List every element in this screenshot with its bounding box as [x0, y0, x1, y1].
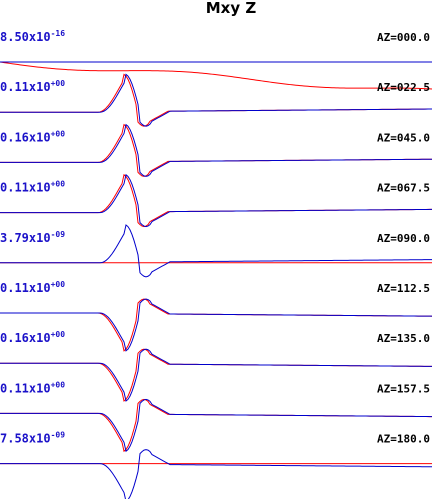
trace-4-azimuth-label: AZ=090.0 [377, 232, 430, 245]
trace-2-amplitude-label: 0.16x10+00 [0, 129, 65, 144]
trace-2-blue-line [0, 123, 433, 177]
trace-4-blue-line [0, 224, 433, 278]
trace-5-azimuth-label: AZ=112.5 [377, 282, 430, 295]
trace-3-amplitude-label: 0.11x10+00 [0, 180, 65, 195]
trace-6-amplitude-label: 0.16x10+00 [0, 330, 65, 345]
trace-8-blue-line [0, 449, 433, 499]
trace-0-red-line [0, 61, 433, 90]
trace-7-amplitude-label: 0.11x10+00 [0, 380, 65, 395]
trace-0-amplitude-label: 8.50x10-16 [0, 29, 65, 44]
trace-4-amplitude-label: 3.79x10-09 [0, 230, 65, 245]
trace-2-azimuth-label: AZ=045.0 [377, 131, 430, 144]
trace-6-azimuth-label: AZ=135.0 [377, 332, 430, 345]
trace-6-blue-line [0, 348, 433, 402]
trace-8-amplitude-label: 7.58x10-09 [0, 431, 65, 446]
trace-7-blue-line [0, 398, 433, 453]
trace-6-red-line [0, 348, 433, 402]
trace-5-blue-line [0, 298, 433, 352]
trace-1-blue-line [0, 73, 433, 127]
trace-1-amplitude-label: 0.11x10+00 [0, 79, 65, 94]
trace-5-red-line [0, 298, 433, 352]
trace-3-azimuth-label: AZ=067.5 [377, 182, 430, 195]
trace-1-azimuth-label: AZ=022.5 [377, 81, 430, 94]
trace-7-azimuth-label: AZ=157.5 [377, 382, 430, 395]
trace-5-amplitude-label: 0.11x10+00 [0, 280, 65, 295]
chart-title: Mxy Z [206, 0, 257, 17]
trace-3-blue-line [0, 173, 433, 228]
trace-group: 8.50x10-16 AZ=000.0 0.11x10+00 AZ=022.5 0.16… [0, 29, 433, 499]
trace-0-azimuth-label: AZ=000.0 [377, 31, 430, 44]
trace-7-red-line [0, 398, 433, 453]
trace-8-azimuth-label: AZ=180.0 [377, 433, 430, 446]
